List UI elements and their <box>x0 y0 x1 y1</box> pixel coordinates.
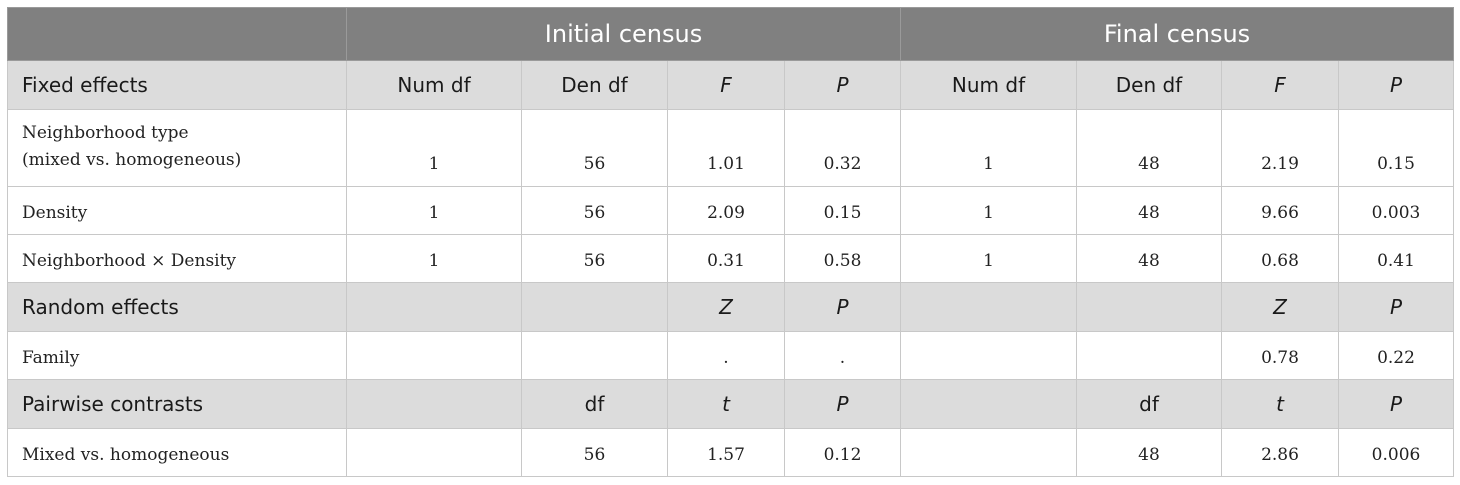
column-header: df <box>1076 379 1222 429</box>
table-cell: 0.006 <box>1337 428 1455 477</box>
column-header <box>346 379 522 429</box>
table-cell: 56 <box>521 428 668 477</box>
table-cell: 0.68 <box>1221 234 1339 283</box>
column-header: Z <box>667 282 785 332</box>
column-header <box>900 282 1077 332</box>
table-cell: 0.12 <box>784 428 901 477</box>
stats-table: Initial census Final census Fixed effect… <box>7 7 1455 477</box>
column-header: Den df <box>521 60 668 110</box>
column-header: Num df <box>900 60 1077 110</box>
table-cell: 1 <box>346 234 522 283</box>
column-header <box>1076 282 1222 332</box>
column-header: P <box>1337 379 1455 429</box>
table-row: Family . . 0.78 0.22 <box>7 331 1455 380</box>
column-header <box>346 282 522 332</box>
row-label: Density <box>7 186 347 235</box>
column-header: P <box>1337 282 1455 332</box>
pairwise-contrasts-label: Pairwise contrasts <box>7 379 347 429</box>
table-cell: 0.15 <box>1337 109 1455 187</box>
table-cell: . <box>667 331 785 380</box>
census-header-row: Initial census Final census <box>7 7 1455 61</box>
table-row: Neighborhood × Density 1 56 0.31 0.58 1 … <box>7 234 1455 283</box>
row-label: Family <box>7 331 347 380</box>
column-header: P <box>1337 60 1455 110</box>
row-label: Mixed vs. homogeneous <box>7 428 347 477</box>
initial-census-header: Initial census <box>346 7 901 61</box>
column-header <box>900 379 1077 429</box>
table-cell: 0.58 <box>784 234 901 283</box>
row-label-line: (mixed vs. homogeneous) <box>22 150 242 170</box>
column-header: Den df <box>1076 60 1222 110</box>
final-census-header: Final census <box>899 7 1455 61</box>
table-row: Neighborhood type (mixed vs. homogeneous… <box>7 109 1455 187</box>
column-header: t <box>1221 379 1339 429</box>
table-cell <box>346 331 522 380</box>
table-cell: 1 <box>346 109 522 187</box>
table-cell <box>521 331 668 380</box>
table-row: Mixed vs. homogeneous 56 1.57 0.12 48 2.… <box>7 428 1455 477</box>
fixed-effects-label: Fixed effects <box>7 60 347 110</box>
table-cell: 2.19 <box>1221 109 1339 187</box>
column-header: P <box>784 60 901 110</box>
table-cell <box>900 331 1077 380</box>
table-cell <box>1076 331 1222 380</box>
table-cell: 0.78 <box>1221 331 1339 380</box>
column-header: P <box>784 282 901 332</box>
table-cell: 56 <box>521 234 668 283</box>
table-row: Density 1 56 2.09 0.15 1 48 9.66 0.003 <box>7 186 1455 235</box>
table-cell: 1 <box>900 234 1077 283</box>
table-cell <box>346 428 522 477</box>
table-cell: 0.003 <box>1337 186 1455 235</box>
random-effects-header-row: Random effects Z P Z P <box>7 282 1455 332</box>
row-label-line: Neighborhood type <box>22 123 189 143</box>
column-header: P <box>784 379 901 429</box>
table-cell: 2.09 <box>667 186 785 235</box>
table-cell: 1 <box>900 186 1077 235</box>
table-cell: 0.22 <box>1337 331 1455 380</box>
row-label: Neighborhood type (mixed vs. homogeneous… <box>7 109 347 187</box>
table-cell: 1.57 <box>667 428 785 477</box>
fixed-effects-header-row: Fixed effects Num df Den df F P Num df D… <box>7 60 1455 110</box>
table-cell: 0.15 <box>784 186 901 235</box>
column-header: F <box>1221 60 1339 110</box>
table-cell: 56 <box>521 109 668 187</box>
column-header <box>521 282 668 332</box>
column-header: Z <box>1221 282 1339 332</box>
table-cell: 1 <box>346 186 522 235</box>
table-cell: 48 <box>1076 186 1222 235</box>
table-cell: 9.66 <box>1221 186 1339 235</box>
table-cell: . <box>784 331 901 380</box>
table-cell: 48 <box>1076 109 1222 187</box>
table-cell: 0.32 <box>784 109 901 187</box>
table-cell: 1 <box>900 109 1077 187</box>
table-cell: 2.86 <box>1221 428 1339 477</box>
column-header: F <box>667 60 785 110</box>
column-header: df <box>521 379 668 429</box>
column-header: t <box>667 379 785 429</box>
table-cell <box>900 428 1077 477</box>
column-header: Num df <box>346 60 522 110</box>
table-cell: 0.31 <box>667 234 785 283</box>
row-label: Neighborhood × Density <box>7 234 347 283</box>
header-empty-cell <box>7 7 347 61</box>
table-cell: 48 <box>1076 428 1222 477</box>
table-cell: 48 <box>1076 234 1222 283</box>
pairwise-contrasts-header-row: Pairwise contrasts df t P df t P <box>7 379 1455 429</box>
table-cell: 0.41 <box>1337 234 1455 283</box>
table-cell: 56 <box>521 186 668 235</box>
table-cell: 1.01 <box>667 109 785 187</box>
random-effects-label: Random effects <box>7 282 347 332</box>
